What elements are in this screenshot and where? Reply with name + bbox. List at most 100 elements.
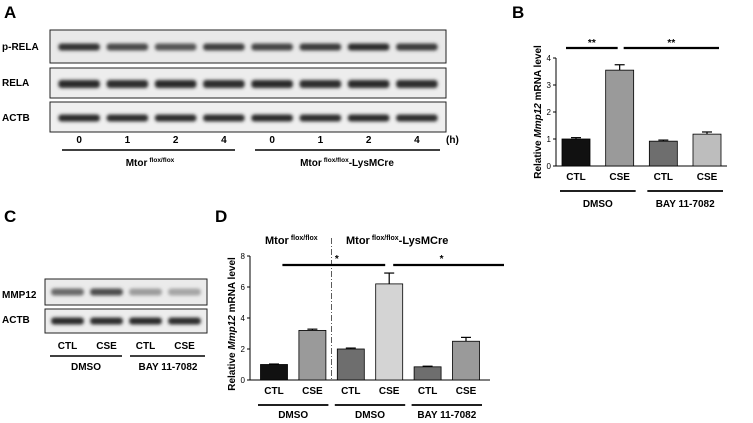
panel-d-bar-chart: Mtor flox/flox Mtor flox/flox-LysMCre Rela… <box>227 235 504 421</box>
blot-band <box>129 317 162 325</box>
treatment-label-bay-c: BAY 11-7082 <box>139 362 198 373</box>
x-category-label: CSE <box>697 172 718 183</box>
panel-letter-c: C <box>4 207 16 226</box>
y-tick-label: 2 <box>547 108 552 117</box>
blot-band <box>154 114 197 122</box>
treatment-label-dmso-c: DMSO <box>71 362 101 373</box>
blot-band <box>299 114 342 122</box>
blot-band <box>203 80 245 88</box>
time-point-label: 0 <box>76 135 82 146</box>
y-axis-label-d: Relative Mmp12 mRNA level <box>227 257 238 391</box>
time-point-label: 1 <box>125 135 131 146</box>
significance-label: * <box>335 254 339 265</box>
bar <box>605 69 635 167</box>
treatment-label: DMSO <box>355 410 385 421</box>
blot-band <box>299 80 342 88</box>
treatment-label: BAY 11-7082 <box>417 410 476 421</box>
panel-c-western-blot: MMP12 ACTB CTL CSE CTL CSE DMSO BAY 11-7082 <box>2 278 208 373</box>
blot-band <box>90 317 123 325</box>
blot-band <box>51 288 84 296</box>
panel-a-western-blot: p-RELA RELA ACTB 0 1 2 4 0 1 2 4 (h) Mtor flox/f… <box>2 29 459 169</box>
x-category-label: CTL <box>418 386 437 397</box>
x-category-label: CTL <box>264 386 283 397</box>
blot-band <box>396 80 438 88</box>
treatment-label: DMSO <box>583 199 613 210</box>
blot-band <box>106 43 149 51</box>
time-unit-label: (h) <box>446 135 459 146</box>
blot-band <box>58 43 100 51</box>
x-category-label: CTL <box>566 172 585 183</box>
genotype-label-lysmcre: Mtor flox/flox-LysMCre <box>300 157 394 169</box>
y-tick-label: 4 <box>547 54 552 63</box>
bar <box>561 138 591 167</box>
time-point-label: 1 <box>318 135 324 146</box>
blot-band <box>90 288 123 296</box>
lane-label: CTL <box>136 341 155 352</box>
lane-label: CSE <box>174 341 195 352</box>
time-point-label: 0 <box>269 135 275 146</box>
blot-row-label-rela: RELA <box>2 78 29 89</box>
blot-row-label-actb-c: ACTB <box>2 315 30 326</box>
treatment-label: BAY 11-7082 <box>656 199 715 210</box>
x-category-label: CSE <box>302 386 323 397</box>
x-category-label: CTL <box>341 386 360 397</box>
blot-band <box>347 43 390 51</box>
time-point-label: 4 <box>221 135 227 146</box>
y-tick-label: 0 <box>241 376 246 385</box>
x-category-label: CSE <box>379 386 400 397</box>
x-category-label: CTL <box>654 172 673 183</box>
blot-band <box>299 43 342 51</box>
lane-label: CTL <box>58 341 77 352</box>
y-axis-label-b: Relative Mmp12 mRNA level <box>533 45 544 179</box>
bar <box>648 140 678 167</box>
y-tick-label: 3 <box>547 81 552 90</box>
y-tick-label: 8 <box>241 252 246 261</box>
blot-band <box>396 43 438 51</box>
blot-band <box>203 114 245 122</box>
blot-band <box>347 80 390 88</box>
blot-band <box>106 114 149 122</box>
blot-band <box>58 80 100 88</box>
panel-letter-a: A <box>4 3 16 22</box>
significance-label: ** <box>667 38 675 49</box>
blot-band <box>168 317 201 325</box>
blot-band <box>154 43 197 51</box>
genotype-label-d-flox: Mtor flox/flox <box>265 235 318 247</box>
treatment-label: DMSO <box>278 410 308 421</box>
blot-band <box>154 80 197 88</box>
blot-band <box>106 80 149 88</box>
y-tick-label: 0 <box>547 162 552 171</box>
blot-band <box>51 317 84 325</box>
blot-row-label-mmp12: MMP12 <box>2 290 37 301</box>
genotype-label-d-lysmcre: Mtor flox/flox-LysMCre <box>346 235 448 247</box>
time-point-label: 2 <box>173 135 179 146</box>
significance-label: * <box>440 254 444 265</box>
y-tick-label: 6 <box>241 283 246 292</box>
blot-band <box>396 114 438 122</box>
blot-band <box>251 80 293 88</box>
bar <box>336 348 365 381</box>
bar <box>375 283 404 381</box>
bar <box>260 364 288 381</box>
blot-row-label-actb: ACTB <box>2 113 30 124</box>
time-point-label: 2 <box>366 135 372 146</box>
time-point-label: 4 <box>414 135 420 146</box>
bar <box>298 329 327 381</box>
y-tick-label: 4 <box>241 314 246 323</box>
blot-band <box>58 114 100 122</box>
blot-band <box>251 114 293 122</box>
panel-letter-b: B <box>512 3 524 22</box>
y-tick-label: 2 <box>241 345 246 354</box>
blot-band <box>168 288 201 296</box>
x-category-label: CSE <box>609 172 630 183</box>
lane-label: CSE <box>96 341 117 352</box>
blot-band <box>129 288 162 296</box>
bar <box>413 366 442 381</box>
bar <box>452 340 480 381</box>
blot-band <box>347 114 390 122</box>
genotype-label-flox: Mtor flox/flox <box>126 157 175 169</box>
panel-b-bar-chart: Relative Mmp12 mRNA level 0 1 2 3 4 CTL CSE CTL… <box>533 38 727 210</box>
panel-letter-d: D <box>215 207 227 226</box>
blot-band <box>251 43 293 51</box>
